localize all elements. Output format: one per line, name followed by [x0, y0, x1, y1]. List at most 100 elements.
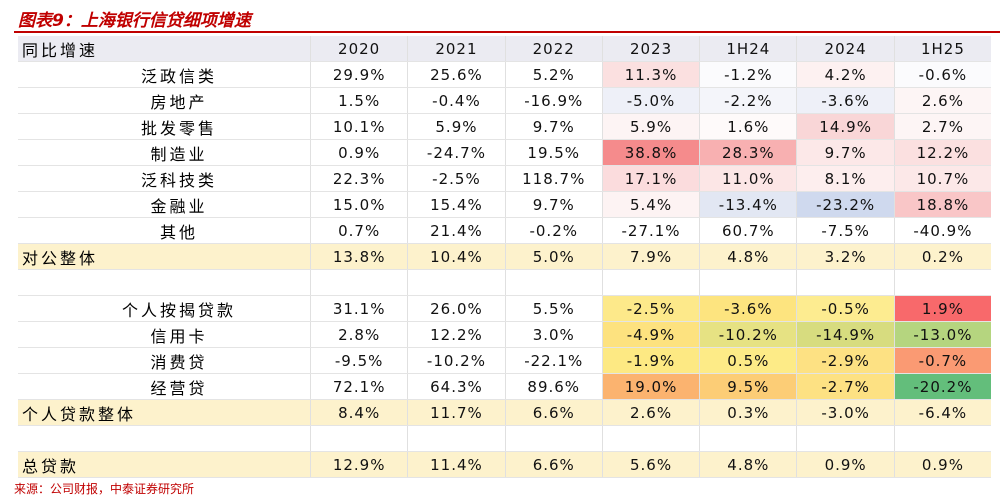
item-row: 泛政信类 29.9% 25.6% 5.2% 11.3% -1.2% 4.2% -0.6% — [18, 62, 992, 88]
cell: -2.2% — [699, 88, 797, 113]
cell: 25.6% — [407, 62, 504, 87]
cell: -20.2% — [893, 374, 992, 399]
cell: -5.0% — [601, 88, 700, 113]
cell: 15.0% — [310, 192, 407, 217]
source: 来源：公司财报，中泰证券研究所 — [14, 482, 195, 496]
cell: -2.9% — [796, 348, 894, 373]
cell: 4.8% — [699, 452, 796, 477]
row-label: 信用卡 — [150, 326, 208, 346]
spacer — [796, 270, 893, 295]
cell: -7.5% — [796, 218, 893, 243]
cell: 10.7% — [893, 166, 992, 191]
cell: 5.9% — [407, 114, 504, 139]
row-label: 房地产 — [150, 92, 208, 112]
cell: 0.7% — [310, 218, 407, 243]
spacer — [504, 270, 602, 295]
cell: -40.9% — [893, 218, 991, 243]
cell: 9.7% — [796, 140, 894, 165]
cell: 72.1% — [310, 374, 407, 399]
spacer-row — [18, 426, 992, 452]
cell: 2.8% — [310, 322, 407, 347]
cell: 3.0% — [504, 322, 602, 347]
cell: 11.4% — [407, 452, 504, 477]
cell: 9.7% — [504, 192, 602, 217]
cell: 11.3% — [601, 62, 700, 87]
cell: 5.4% — [601, 192, 700, 217]
cell: 12.2% — [893, 140, 992, 165]
spacer — [796, 426, 893, 451]
cell: 4.8% — [699, 244, 796, 269]
spacer — [407, 426, 504, 451]
row-label: 制造业 — [150, 144, 208, 164]
spacer — [699, 426, 796, 451]
cell: 0.3% — [699, 400, 796, 425]
header-cell: 2022 — [504, 36, 602, 61]
cell: 0.5% — [699, 348, 797, 373]
cell: -10.2% — [407, 348, 504, 373]
cell: -9.5% — [310, 348, 407, 373]
total-row: 对公整体 13.8% 10.4% 5.0% 7.9% 4.8% 3.2% 0.2% — [18, 244, 992, 270]
cell: 7.9% — [601, 244, 699, 269]
item-row: 房地产 1.5% -0.4% -16.9% -5.0% -2.2% -3.6% 2.6% — [18, 88, 992, 114]
cell: -3.6% — [796, 88, 894, 113]
cell: -13.0% — [893, 322, 992, 347]
cell: 0.9% — [796, 452, 893, 477]
cell: 118.7% — [504, 166, 602, 191]
cell: 28.3% — [699, 140, 797, 165]
cell: 6.6% — [504, 452, 602, 477]
spacer — [18, 426, 310, 451]
cell: -0.4% — [407, 88, 504, 113]
cell: 19.0% — [601, 374, 700, 399]
item-row: 个人按揭贷款 31.1% 26.0% 5.5% -2.5% -3.6% -0.5% 1.9% — [18, 296, 992, 322]
cell: 12.9% — [310, 452, 407, 477]
cell: 12.2% — [407, 322, 504, 347]
cell: 2.7% — [893, 114, 992, 139]
header-cell: 2020 — [310, 36, 407, 61]
cell: 9.7% — [504, 114, 602, 139]
cell: -14.9% — [796, 322, 894, 347]
cell: 29.9% — [310, 62, 407, 87]
cell: 2.6% — [893, 88, 992, 113]
cell: -1.2% — [699, 62, 797, 87]
cell: 9.5% — [699, 374, 797, 399]
cell: 5.5% — [504, 296, 602, 321]
header-cell: 2023 — [601, 36, 699, 61]
cell: -22.1% — [504, 348, 602, 373]
row-label: 泛政信类 — [140, 66, 217, 86]
cell: 8.4% — [310, 400, 407, 425]
cell: -0.5% — [796, 296, 894, 321]
cell: -2.5% — [407, 166, 504, 191]
cell: -3.6% — [699, 296, 797, 321]
cell: -13.4% — [699, 192, 797, 217]
row-label: 批发零售 — [140, 118, 217, 138]
cell: -24.7% — [407, 140, 504, 165]
cell: 11.7% — [407, 400, 504, 425]
spacer — [310, 270, 407, 295]
cell: 5.2% — [504, 62, 602, 87]
item-row: 制造业 0.9% -24.7% 19.5% 38.8% 28.3% 9.7% 12.2% — [18, 140, 992, 166]
header-cell: 同比增速 — [22, 40, 99, 60]
cell: 21.4% — [407, 218, 504, 243]
title: 图表9：上海银行信贷细项增速 — [18, 11, 251, 31]
cell: 3.2% — [796, 244, 893, 269]
total-row: 个人贷款整体 8.4% 11.7% 6.6% 2.6% 0.3% -3.0% -6.4% — [18, 400, 992, 426]
cell: 11.0% — [699, 166, 797, 191]
item-row: 泛科技类 22.3% -2.5% 118.7% 17.1% 11.0% 8.1% 10.7% — [18, 166, 992, 192]
cell: -10.2% — [699, 322, 797, 347]
cell: 1.5% — [310, 88, 407, 113]
cell: 22.3% — [310, 166, 407, 191]
title-rule — [14, 31, 1000, 33]
row-label: 对公整体 — [22, 248, 99, 268]
cell: 0.9% — [310, 140, 407, 165]
cell: 89.6% — [504, 374, 602, 399]
cell: 17.1% — [601, 166, 700, 191]
cell: -4.9% — [601, 322, 700, 347]
cell: 5.9% — [601, 114, 700, 139]
row-label: 个人按揭贷款 — [121, 300, 236, 320]
header-cell: 1H24 — [699, 36, 796, 61]
cell: 18.8% — [893, 192, 992, 217]
item-row: 批发零售 10.1% 5.9% 9.7% 5.9% 1.6% 14.9% 2.7% — [18, 114, 992, 140]
cell: 13.8% — [310, 244, 407, 269]
header-cell: 2024 — [796, 36, 893, 61]
